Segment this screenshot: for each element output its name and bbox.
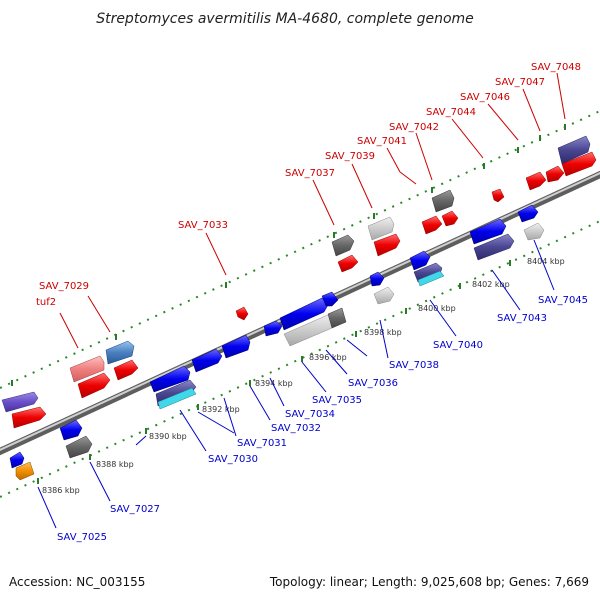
gene-arrow[interactable] [441,210,459,227]
gene-arrow[interactable] [263,320,283,337]
gene-label[interactable]: SAV_7033 [178,220,228,231]
gene-arrow[interactable] [369,271,385,287]
scale-label: 8392 kbp [202,405,240,414]
scale-label: 8394 kbp [255,379,293,388]
gene-arrow[interactable] [15,461,35,481]
gene-arrow[interactable] [545,165,565,183]
gene-label[interactable]: SAV_7048 [531,62,581,73]
gene-arrow[interactable] [431,189,455,213]
scale-label: 8386 kbp [42,486,80,495]
top-major-ticks [11,124,566,386]
gene-label[interactable]: SAV_7035 [312,395,362,406]
map-title: Streptomyces avermitilis MA-4680, comple… [96,11,474,27]
bottom-scale-track [0,220,600,498]
gene-label[interactable]: SAV_7031 [237,438,287,449]
gene-label[interactable]: SAV_7045 [538,295,588,306]
gene-arrow[interactable] [469,218,507,245]
gene-arrow[interactable] [421,215,443,235]
scale-label: 8396 kbp [309,353,347,362]
accession-text: Accession: NC_003155 [9,575,145,589]
gene-arrow[interactable] [279,297,329,331]
gene-label[interactable]: SAV_7040 [433,340,483,351]
genome-summary-text: Topology: linear; Length: 9,025,608 bp; … [269,575,589,589]
gene-label[interactable]: SAV_7038 [389,360,439,371]
gene-arrow[interactable] [77,372,111,399]
gene-arrow[interactable] [331,234,355,257]
gene-label[interactable]: SAV_7032 [271,423,321,434]
top-leader-lines [59,72,566,349]
gene-label[interactable]: SAV_7042 [389,122,439,133]
gene-label[interactable]: SAV_7029 [39,281,89,292]
scale-label: 8388 kbp [96,460,134,469]
gene-label[interactable]: SAV_7025 [57,532,107,543]
gene-arrow[interactable] [373,233,401,257]
gene-arrow[interactable] [157,387,197,410]
gene-label[interactable]: SAV_7043 [497,313,547,324]
gene-arrow[interactable] [1,391,39,413]
scale-label: 8400 kbp [418,304,456,313]
gene-arrow[interactable] [413,262,443,283]
bottom-strand-genes [9,204,545,481]
gene-arrow[interactable] [113,359,139,381]
bottom-leader-lines [37,239,555,529]
gene-arrow[interactable] [65,435,93,459]
gene-arrow[interactable] [409,250,431,271]
gene-label[interactable]: SAV_7037 [285,168,335,179]
gene-arrow[interactable] [337,254,359,273]
gene-arrow[interactable] [221,334,251,359]
gene-arrow[interactable] [417,270,445,287]
bottom-major-ticks [37,260,511,484]
gene-arrow[interactable] [149,365,191,393]
gene-arrow[interactable] [11,406,47,429]
gene-arrow[interactable] [557,135,591,165]
gene-arrow[interactable] [367,216,395,241]
gene-arrow[interactable] [525,171,547,191]
gene-arrow[interactable] [235,306,249,321]
gene-label[interactable]: SAV_7034 [285,409,335,420]
gene-label[interactable]: SAV_7039 [325,151,375,162]
gene-arrow[interactable] [327,307,347,329]
top-scale-track [0,110,600,389]
scale-label: 8402 kbp [472,280,510,289]
top-strand-genes [1,135,597,429]
gene-arrow[interactable] [105,340,135,365]
gene-arrow[interactable] [517,204,539,223]
gene-arrow[interactable] [59,419,83,441]
gene-label[interactable]: SAV_7041 [357,136,407,147]
gene-arrow[interactable] [321,291,339,307]
gene-arrow[interactable] [473,233,515,261]
gene-label[interactable]: SAV_7027 [110,504,160,515]
gene-label[interactable]: SAV_7036 [348,378,398,389]
gene-label[interactable]: tuf2 [36,297,56,308]
scale-label: 8390 kbp [149,432,187,441]
gene-arrow[interactable] [69,355,105,383]
gene-arrow[interactable] [523,222,545,241]
gene-arrow[interactable] [373,286,395,305]
gene-label[interactable]: SAV_7044 [426,107,476,118]
gene-label[interactable]: SAV_7030 [208,454,258,465]
gene-arrow[interactable] [191,348,223,373]
gene-arrow[interactable] [561,151,597,177]
gene-label[interactable]: SAV_7047 [495,77,545,88]
gene-label[interactable]: SAV_7046 [460,92,510,103]
gene-arrow[interactable] [9,451,25,469]
gene-arrow[interactable] [491,188,505,203]
scale-label: 8404 kbp [527,257,565,266]
